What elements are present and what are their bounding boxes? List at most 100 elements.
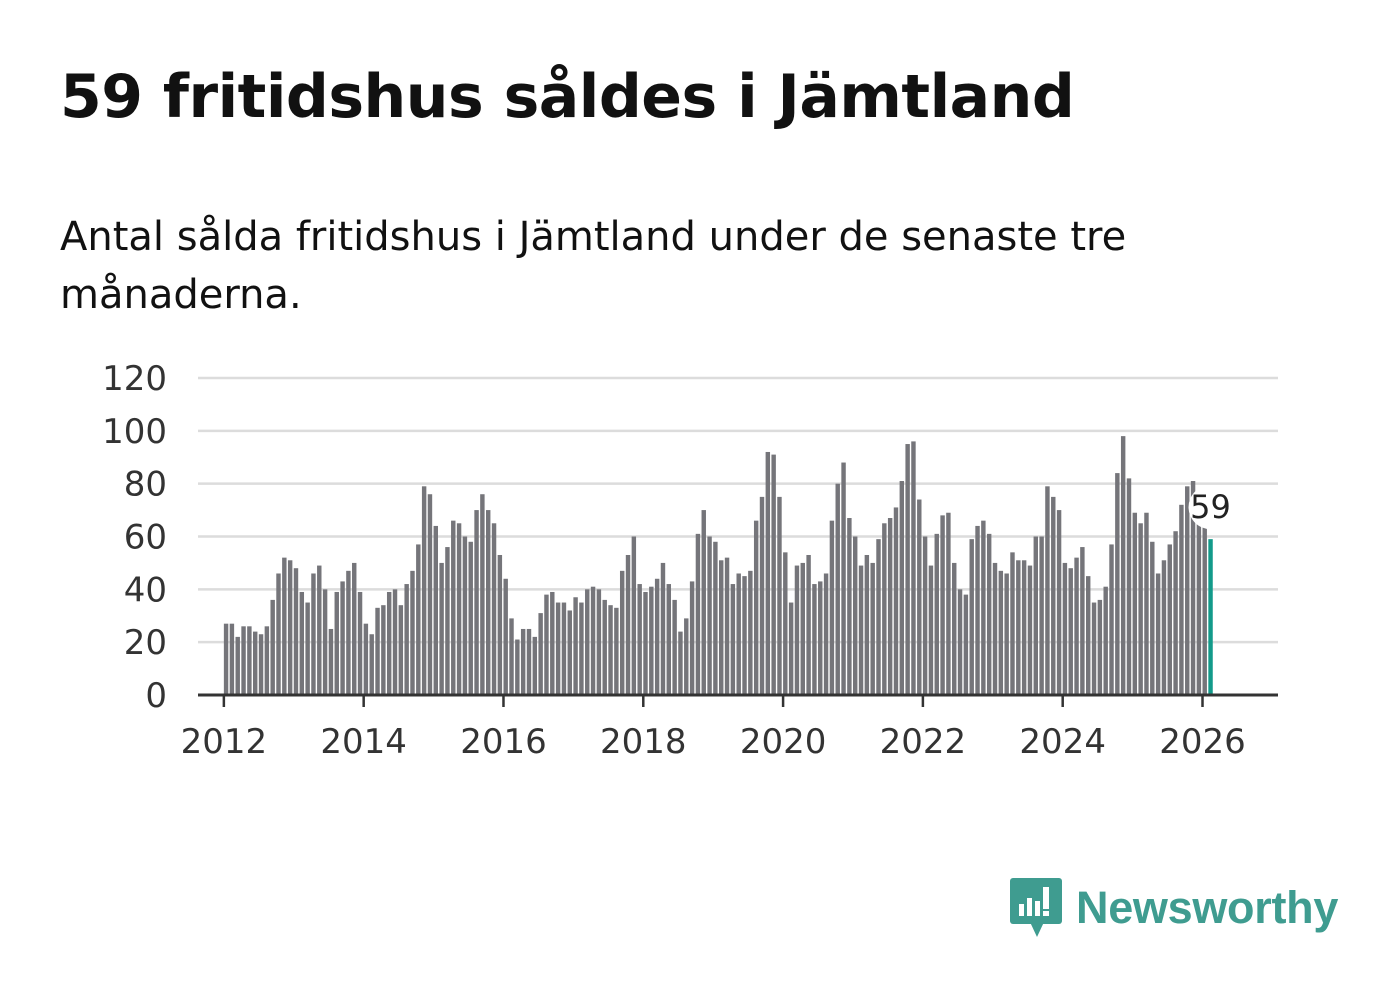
bar <box>1196 523 1202 695</box>
bar <box>392 589 398 695</box>
bar <box>812 584 817 695</box>
bar <box>352 562 357 695</box>
bar <box>404 584 409 695</box>
x-tick-label: 2014 <box>320 722 407 762</box>
bar <box>532 636 538 695</box>
bar <box>917 499 922 695</box>
bar <box>1167 544 1172 695</box>
bar <box>689 581 695 695</box>
bar <box>841 462 846 695</box>
bar <box>730 584 736 695</box>
bar <box>515 639 520 695</box>
bar <box>1161 560 1167 695</box>
bar <box>1080 547 1085 695</box>
bar <box>1051 496 1056 696</box>
bar <box>276 573 281 695</box>
x-tick-label: 2016 <box>460 722 547 762</box>
bar <box>421 486 427 695</box>
bar <box>719 560 724 695</box>
bar <box>573 597 578 695</box>
y-tick-label: 40 <box>124 570 167 610</box>
data-label-background <box>1188 485 1233 530</box>
bar <box>1056 510 1062 695</box>
bar <box>858 565 864 695</box>
bar <box>1062 562 1068 695</box>
bar <box>608 605 613 695</box>
bar <box>544 594 549 695</box>
latest-value-label: 59 <box>1190 488 1231 526</box>
bar <box>1202 523 1207 695</box>
bar <box>1185 486 1190 695</box>
bar <box>1068 568 1073 695</box>
bar <box>1103 586 1108 695</box>
bar <box>771 454 776 695</box>
bar <box>363 623 369 695</box>
bar <box>538 613 543 695</box>
bar <box>1039 536 1044 695</box>
bar <box>823 573 829 695</box>
newsworthy-logo: Newsworthy <box>1010 878 1338 938</box>
x-tick-label: 2022 <box>880 722 967 762</box>
bar <box>1190 481 1196 695</box>
bar <box>462 536 468 695</box>
bar <box>713 541 718 695</box>
bar <box>1120 436 1126 695</box>
bar <box>666 584 672 695</box>
bar <box>643 591 648 695</box>
bar <box>1010 552 1015 695</box>
bar <box>829 520 835 695</box>
bar <box>305 602 310 695</box>
bar <box>1045 486 1050 695</box>
bar <box>555 602 561 695</box>
y-tick-label: 100 <box>102 412 167 452</box>
bar <box>480 494 485 695</box>
bar <box>986 533 992 695</box>
bar-latest <box>1208 539 1213 695</box>
bar <box>975 525 980 695</box>
bar <box>520 628 526 695</box>
bar <box>550 591 555 695</box>
chart-subtitle: Antal sålda fritidshus i Jämtland under … <box>60 214 1127 318</box>
bar <box>818 581 823 695</box>
bar <box>678 631 683 695</box>
bar <box>748 570 753 695</box>
y-tick-label: 60 <box>124 518 167 558</box>
bar <box>654 578 660 695</box>
bar <box>701 510 706 695</box>
bar <box>474 510 479 695</box>
bar <box>293 568 299 695</box>
bar <box>1021 560 1027 695</box>
bar <box>451 520 456 695</box>
bar <box>800 562 805 695</box>
bar <box>398 605 404 695</box>
bar <box>806 554 811 695</box>
bar <box>252 631 258 695</box>
bar <box>882 523 887 695</box>
bar <box>1027 565 1033 695</box>
bar <box>887 518 893 695</box>
bar <box>585 589 590 695</box>
bar <box>660 562 666 695</box>
bar <box>928 565 934 695</box>
x-tick-label: 2020 <box>740 722 827 762</box>
bar <box>416 544 421 695</box>
bar <box>765 451 771 695</box>
bar <box>509 618 514 695</box>
x-axis <box>198 693 1278 707</box>
bar <box>410 570 415 695</box>
bar <box>386 591 392 695</box>
bar <box>934 533 939 695</box>
bar <box>241 626 246 695</box>
bar <box>957 589 963 695</box>
bar <box>911 441 916 695</box>
bar <box>1132 512 1138 695</box>
x-tick-label: 2024 <box>1019 722 1106 762</box>
bar <box>439 562 444 695</box>
bar <box>899 481 905 695</box>
bar <box>637 584 642 695</box>
bar <box>614 607 619 695</box>
bar <box>992 562 998 695</box>
bar <box>981 520 986 695</box>
bar <box>794 565 800 695</box>
bar <box>456 523 462 695</box>
